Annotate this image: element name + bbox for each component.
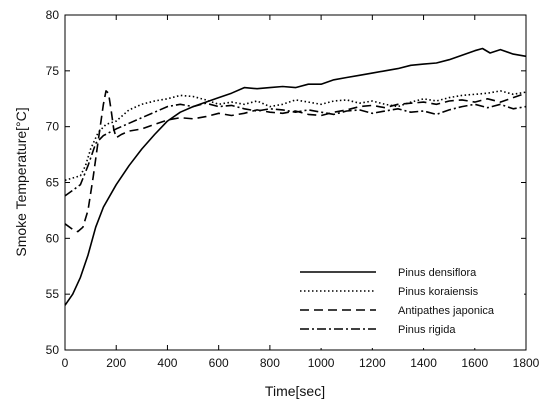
legend-label: Pinus densiflora — [398, 267, 477, 279]
x-tick-label: 1800 — [513, 356, 540, 370]
x-tick-label: 400 — [157, 356, 177, 370]
series-line-pinus-densiflora — [64, 47, 527, 306]
series-line-pinus-koraiensis — [64, 90, 527, 182]
x-axis-title: Time[sec] — [265, 383, 325, 399]
y-axis-title: Smoke Temperature[°C] — [13, 107, 29, 256]
legend-box — [292, 262, 524, 348]
y-tick-label: 80 — [46, 8, 60, 22]
legend-label: Antipathes japonica — [398, 305, 495, 317]
x-tick-label: 0 — [62, 356, 69, 370]
y-axis-ticks: 50 55 60 65 70 75 80 — [46, 8, 526, 357]
x-tick-label: 1400 — [410, 356, 437, 370]
y-tick-label: 75 — [46, 64, 60, 78]
legend-entries: Pinus densiflora Pinus koraiensis Antipath… — [300, 267, 495, 336]
y-tick-label: 70 — [46, 120, 60, 134]
x-tick-label: 1000 — [308, 356, 335, 370]
y-tick-label: 50 — [46, 343, 60, 357]
x-tick-label: 200 — [106, 356, 126, 370]
x-tick-label: 800 — [260, 356, 280, 370]
series-layer — [64, 47, 527, 306]
x-tick-label: 1200 — [359, 356, 386, 370]
legend-label: Pinus rigida — [398, 324, 456, 336]
x-tick-label: 1600 — [461, 356, 488, 370]
y-tick-label: 55 — [46, 287, 60, 301]
y-tick-label: 65 — [46, 176, 60, 190]
legend-label: Pinus koraiensis — [398, 286, 479, 298]
x-tick-label: 600 — [209, 356, 229, 370]
y-tick-label: 60 — [46, 231, 60, 245]
series-line-pinus-rigida — [64, 102, 527, 197]
legend: Pinus densiflora Pinus koraiensis Antipath… — [292, 262, 524, 348]
x-axis-ticks: 0 200 400 600 800 1000 1200 1400 1600 1800 — [62, 15, 540, 370]
